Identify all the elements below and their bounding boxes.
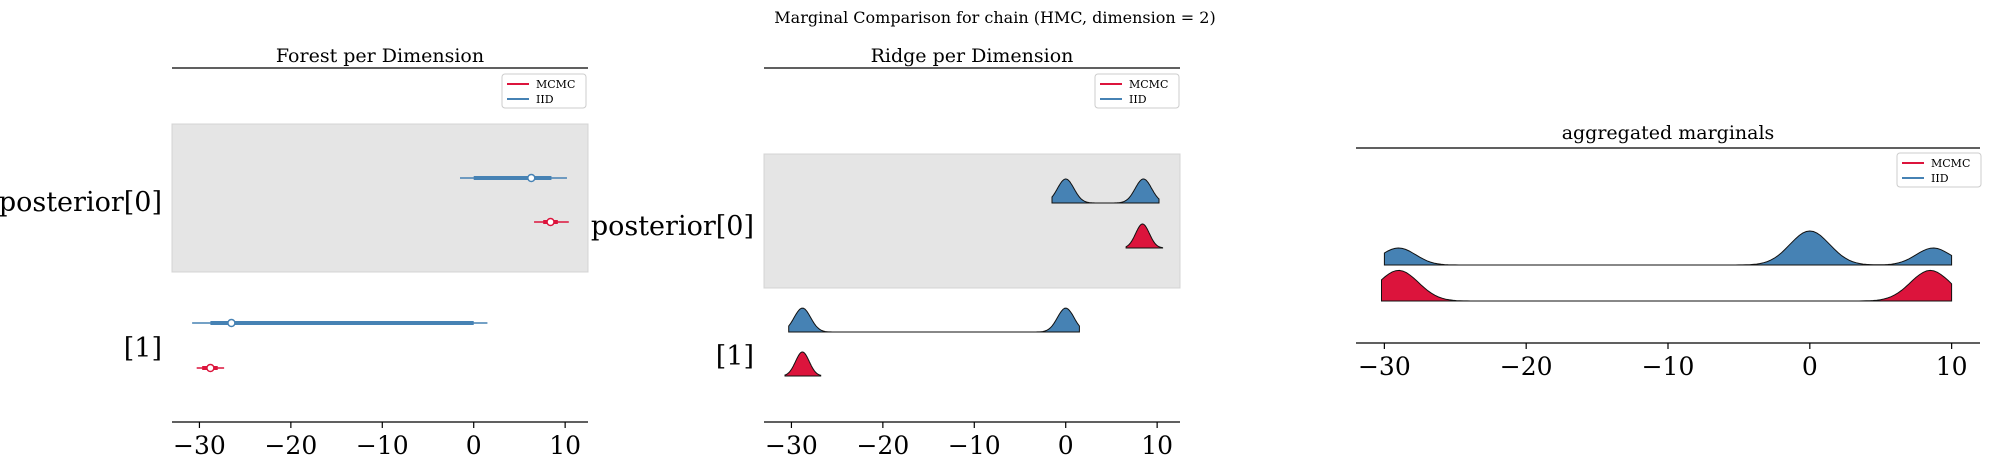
legend-label-iid: IID <box>536 93 554 106</box>
x-tick-label: −30 <box>765 431 818 460</box>
row-label: posterior[0] <box>591 211 754 242</box>
aggregated-marginals-panel: aggregated marginals −30 −20 −10 0 10 MCMC IID <box>1356 122 1982 381</box>
legend-label-iid: IID <box>1129 93 1147 106</box>
x-tick-label: −20 <box>856 431 909 460</box>
legend-label-mcmc: MCMC <box>1931 157 1970 170</box>
x-tick-label: 0 <box>1058 431 1074 460</box>
x-tick-label: −10 <box>1642 352 1695 381</box>
ridge-mcmc <box>1381 269 1953 302</box>
legend-label-mcmc: MCMC <box>536 78 575 91</box>
panel-title: Forest per Dimension <box>276 45 484 67</box>
ridge-panel: Ridge per Dimension −30 −20 −10 0 10 posterior… <box>591 45 1181 460</box>
point-estimate-mcmc <box>206 363 215 373</box>
legend: MCMC IID <box>1094 73 1180 109</box>
ridge-iid <box>1051 178 1160 204</box>
point-estimate-mcmc <box>546 217 555 227</box>
point-estimate-iid <box>527 173 536 183</box>
x-tick-label: −30 <box>1358 352 1411 381</box>
row-band <box>763 153 1181 289</box>
x-tick-label: −10 <box>356 431 409 460</box>
row-label: [1] <box>716 341 754 372</box>
x-tick-label: 0 <box>466 431 482 460</box>
panel-title: aggregated marginals <box>1562 122 1775 144</box>
ridge-iid <box>1383 230 1953 266</box>
row-label: [1] <box>124 333 162 364</box>
point-estimate-iid <box>227 318 236 328</box>
x-tick-label: 10 <box>1936 352 1968 381</box>
x-tick-label: 10 <box>1141 431 1173 460</box>
ridge-mcmc <box>1125 223 1164 249</box>
x-tick-label: −10 <box>948 431 1001 460</box>
ridge-iid <box>788 307 1080 333</box>
figure-suptitle: Marginal Comparison for chain (HMC, dime… <box>774 8 1215 27</box>
legend: MCMC IID <box>1896 152 1982 188</box>
panel-title: Ridge per Dimension <box>871 45 1074 67</box>
row-label: posterior[0] <box>0 187 162 218</box>
row-band <box>171 123 589 273</box>
x-tick-label: −20 <box>1500 352 1553 381</box>
x-tick-label: −30 <box>173 431 226 460</box>
ridge-mcmc <box>784 351 822 377</box>
x-tick-label: 0 <box>1802 352 1818 381</box>
legend-label-iid: IID <box>1931 172 1949 185</box>
x-tick-label: −20 <box>264 431 317 460</box>
legend-label-mcmc: MCMC <box>1129 78 1168 91</box>
x-tick-label: 10 <box>549 431 581 460</box>
legend: MCMC IID <box>501 73 587 109</box>
forest-panel: Forest per Dimension −30 −20 −10 0 10 posterio… <box>0 45 589 460</box>
